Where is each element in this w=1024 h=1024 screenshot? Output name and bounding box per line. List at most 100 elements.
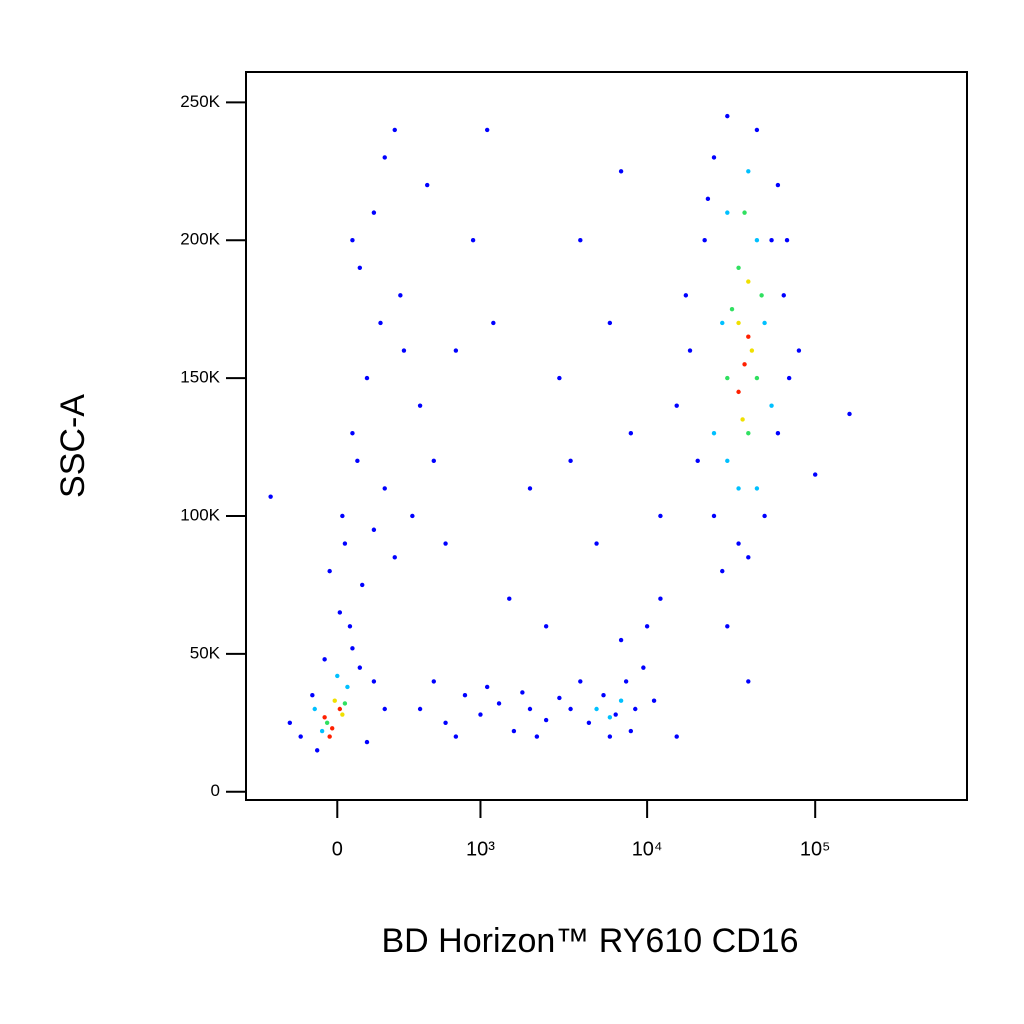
data-point: [364, 739, 370, 745]
data-point: [720, 568, 725, 574]
data-point: [453, 348, 459, 353]
data-point: [725, 113, 730, 119]
data-point: [628, 431, 634, 436]
x-tick-label: 10⁵: [800, 838, 831, 860]
data-point: [327, 568, 332, 574]
data-point: [754, 375, 760, 381]
x-tick-label: 10⁴: [632, 838, 663, 860]
data-point: [401, 348, 407, 353]
data-point: [633, 706, 638, 712]
data-point: [382, 155, 387, 160]
data-point: [769, 238, 774, 243]
data-point: [607, 320, 613, 326]
data-point: [378, 320, 383, 326]
data-point: [754, 238, 760, 243]
data-point: [392, 127, 397, 133]
data-point: [736, 320, 741, 326]
data-point: [342, 541, 348, 546]
data-point: [312, 706, 317, 712]
data-point: [340, 513, 345, 519]
data-point: [613, 712, 618, 717]
data-point: [578, 238, 583, 243]
data-point: [496, 701, 502, 706]
data-point: [740, 417, 745, 422]
data-point: [557, 375, 562, 381]
plot-frame: [245, 71, 968, 801]
x-axis-label: BD Horizon™ RY610 CD16: [382, 922, 799, 960]
data-point: [594, 541, 599, 546]
data-point: [371, 679, 377, 684]
data-point: [746, 169, 751, 174]
data-point: [775, 431, 781, 436]
y-tick-label: 200K: [180, 230, 220, 249]
data-point: [392, 555, 397, 560]
y-tick-label: 100K: [180, 505, 220, 524]
data-point: [674, 403, 679, 408]
data-point: [350, 431, 355, 436]
data-point: [641, 665, 646, 670]
data-point: [618, 169, 624, 174]
data-point: [742, 362, 747, 367]
data-point: [310, 693, 315, 698]
data-point: [775, 182, 781, 188]
y-tick-label: 0: [211, 781, 220, 800]
data-point: [557, 695, 562, 701]
data-point: [651, 698, 657, 703]
data-point: [364, 375, 370, 381]
data-point: [607, 734, 613, 739]
data-point: [431, 458, 436, 464]
data-point: [594, 706, 599, 712]
data-point: [586, 720, 592, 725]
data-point: [371, 527, 377, 532]
data-point: [431, 679, 436, 684]
data-point: [342, 701, 348, 706]
data-point: [746, 334, 751, 339]
data-point: [786, 375, 792, 381]
data-point: [847, 411, 852, 417]
data-point: [417, 706, 423, 712]
data-point: [478, 712, 483, 717]
data-point: [746, 431, 751, 436]
data-point: [568, 706, 573, 712]
data-point: [507, 596, 512, 601]
data-point: [746, 279, 751, 284]
data-point: [736, 486, 741, 491]
y-axis-label: SSC-A: [54, 394, 92, 498]
data-point: [484, 127, 490, 133]
data-point: [360, 582, 365, 588]
data-point: [520, 690, 525, 695]
data-point: [725, 375, 730, 381]
data-point: [702, 238, 707, 243]
data-point: [568, 458, 573, 464]
data-point: [330, 726, 335, 731]
data-point: [322, 657, 327, 662]
data-point: [327, 734, 332, 739]
data-point: [769, 403, 774, 408]
data-point: [491, 320, 496, 326]
data-point: [658, 596, 663, 601]
data-point: [543, 624, 549, 629]
data-point: [705, 196, 711, 202]
data-point: [725, 624, 730, 629]
data-point: [754, 127, 760, 133]
data-point: [371, 210, 377, 215]
data-point: [287, 720, 293, 725]
data-point: [332, 698, 337, 703]
data-point: [736, 541, 741, 546]
data-point: [628, 728, 634, 734]
x-tick-label: 0: [332, 838, 343, 860]
data-point: [658, 513, 663, 519]
data-point: [736, 389, 741, 395]
data-point: [607, 715, 613, 720]
data-point: [347, 624, 353, 629]
data-point: [417, 403, 423, 408]
y-tick-label: 50K: [190, 643, 221, 662]
data-point: [812, 472, 818, 477]
data-point: [298, 734, 303, 739]
data-point: [322, 715, 327, 720]
y-tick-label: 250K: [180, 92, 220, 111]
data-point: [453, 734, 459, 739]
data-point: [527, 706, 533, 712]
data-point: [796, 348, 802, 353]
